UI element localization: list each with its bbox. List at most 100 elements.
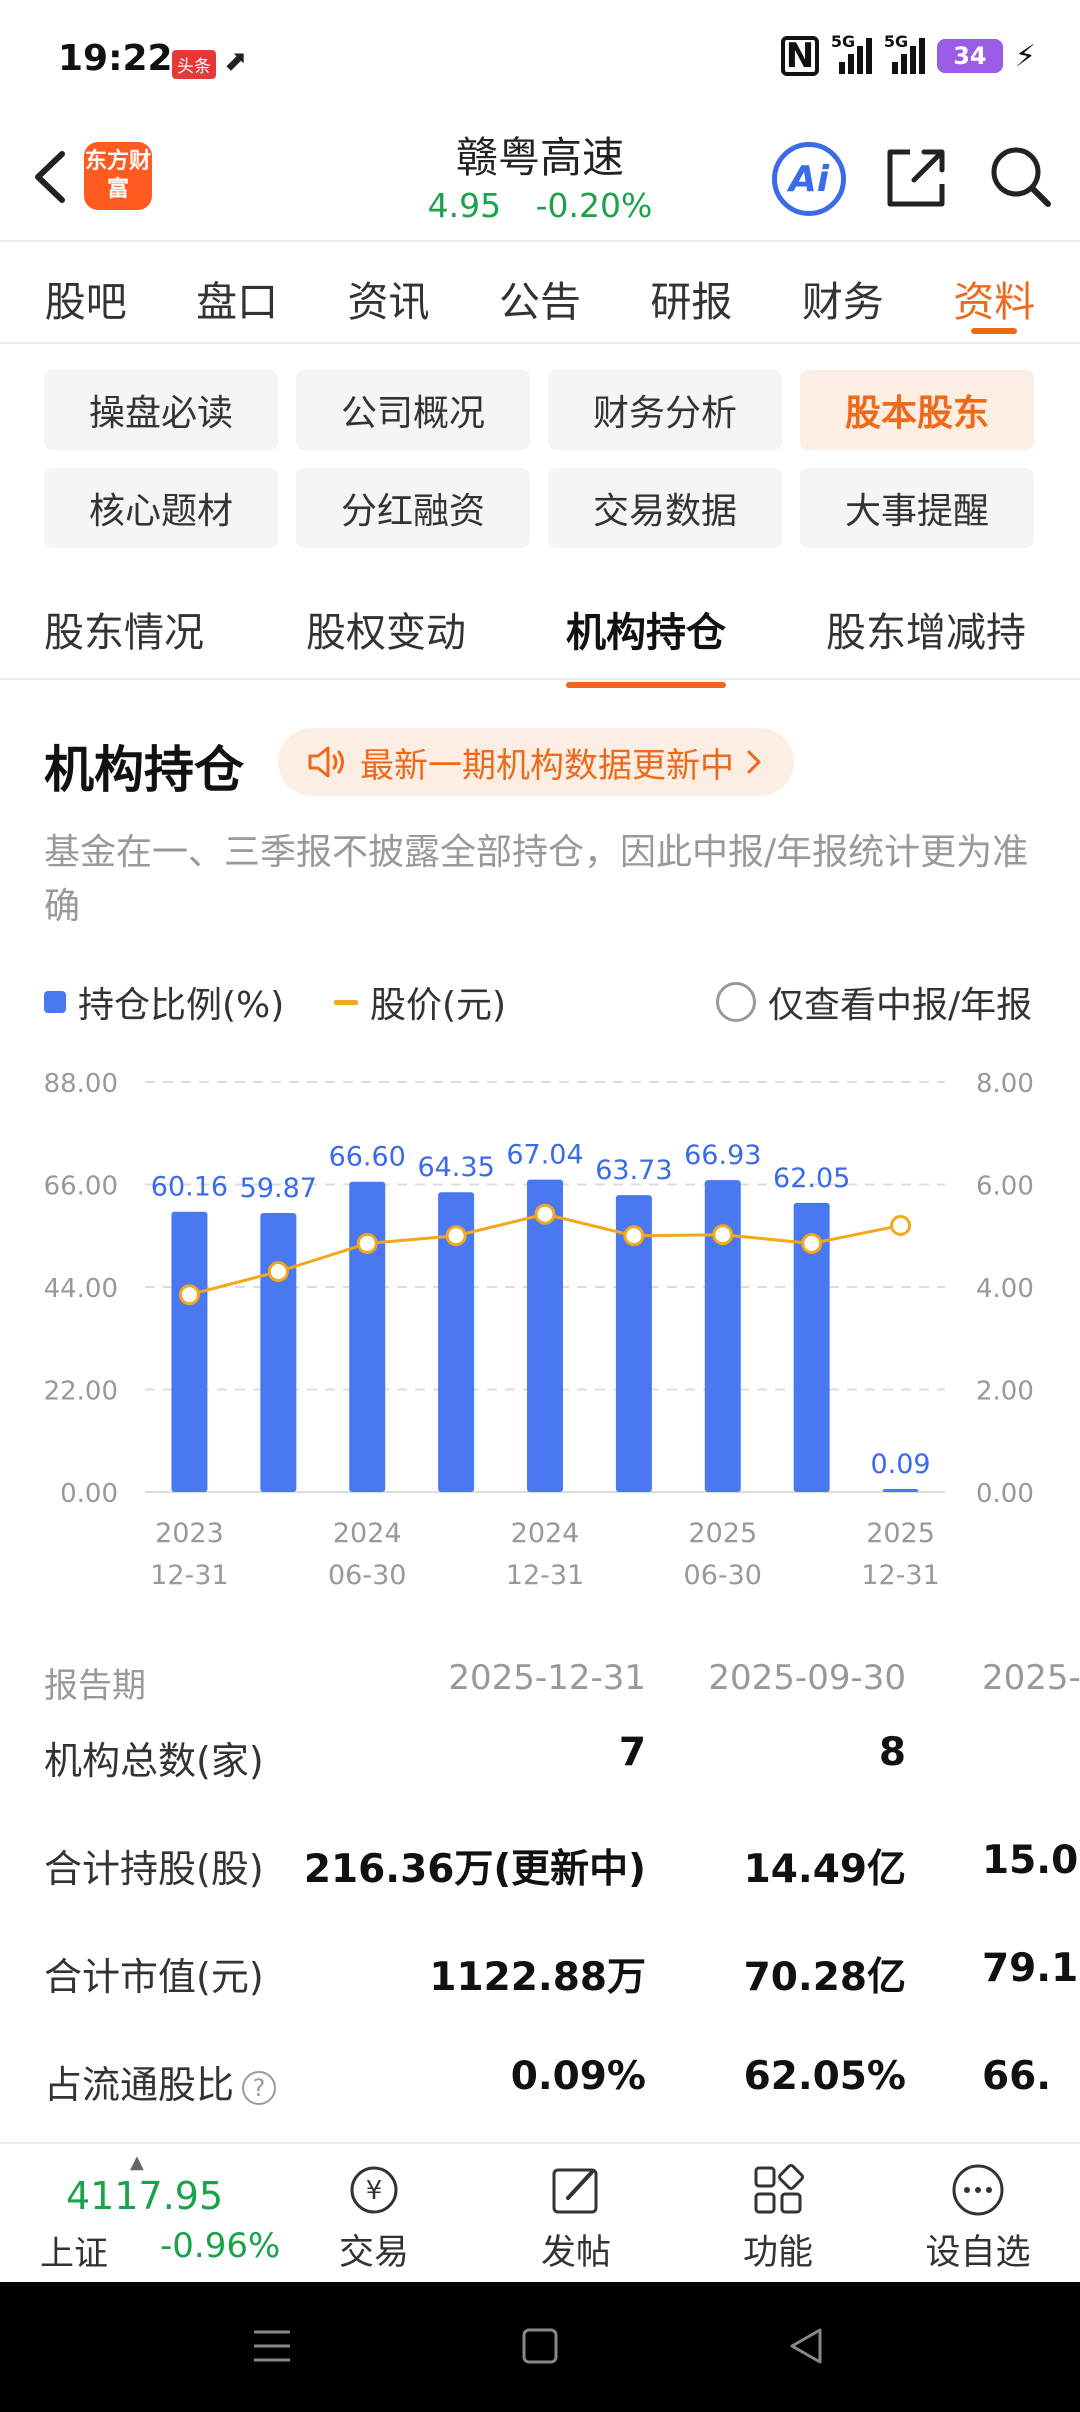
back-nav-icon[interactable]: [784, 2324, 828, 2368]
tab-research[interactable]: 研报: [650, 278, 733, 326]
tab-guba[interactable]: 股吧: [44, 278, 127, 326]
nfc-icon: N: [780, 36, 819, 76]
y-right-tick-label: 2.00: [976, 1377, 1034, 1407]
y-left-tick-label: 44.00: [44, 1274, 118, 1304]
help-icon[interactable]: ?: [242, 2070, 277, 2105]
section-tab-shareholders[interactable]: 股东情况: [44, 610, 204, 656]
toutiao-badge-icon: 头条: [172, 50, 216, 79]
sub-tab-must-read[interactable]: 操盘必读: [44, 370, 278, 450]
section-tab-institutional[interactable]: 机构持仓: [566, 600, 726, 688]
menu-icon[interactable]: [250, 2324, 294, 2368]
grid-icon: [754, 2164, 804, 2214]
row-value: 7: [618, 1730, 646, 1775]
tab-finance[interactable]: 财务: [801, 278, 884, 326]
header-period-2[interactable]: 2025-09-30: [708, 1658, 906, 1698]
bar-2025-03-31: [615, 1195, 652, 1492]
sub-tab-grid: 操盘必读 公司概况 财务分析 股本股东 核心题材 分红融资 交易数据 大事提醒: [44, 370, 1036, 548]
x-tick-label-year: 2025: [866, 1518, 935, 1549]
holding-chart: 0.00 22.00 44.00 66.00 88.00 0.00 2.00 4.00 6.00…: [44, 1069, 1034, 1591]
bar-value-label: 60.16: [151, 1172, 228, 1203]
chart-legend: 持仓比例(%) 股价(元) 仅查看中报/年报: [44, 976, 1036, 1026]
interim-annual-filter[interactable]: 仅查看中报/年报: [716, 976, 1032, 1028]
row-value: 70.28亿: [743, 1955, 906, 2000]
home-icon[interactable]: [518, 2324, 562, 2368]
x-tick-label-date: 12-31: [861, 1560, 939, 1591]
svg-text:¥: ¥: [366, 2176, 383, 2206]
price-point-2024-03-31: [267, 1261, 289, 1283]
tab-news[interactable]: 资讯: [347, 278, 430, 326]
header-period-1[interactable]: 2025-12-31: [448, 1658, 646, 1698]
sub-tab-financial-analysis[interactable]: 财务分析: [548, 370, 782, 450]
x-tick-label-year: 2025: [688, 1518, 757, 1549]
edit-icon: [552, 2168, 598, 2214]
update-notice-text: 最新一期机构数据更新中: [360, 745, 734, 786]
row-label: 占流通股比?: [44, 2054, 277, 2109]
caret-up-icon: ▲: [130, 2152, 144, 2173]
back-icon[interactable]: [22, 142, 82, 212]
y-right-tick-label: 0.00: [976, 1479, 1034, 1509]
legend-line-label: 股价(元): [370, 985, 507, 1026]
row-label: 合计市值(元): [44, 1955, 264, 1999]
bar-value-label: 63.73: [595, 1155, 672, 1186]
row-value: 1122.88万: [429, 1955, 646, 2000]
search-icon[interactable]: [986, 142, 1056, 212]
y-left-tick-label: 22.00: [44, 1377, 118, 1407]
row-value: 14.49亿: [743, 1847, 906, 1892]
post-button[interactable]: 发帖: [496, 2154, 656, 2275]
section-tab-equity-changes[interactable]: 股权变动: [306, 610, 466, 656]
add-watchlist-label: 设自选: [925, 2233, 1031, 2273]
y-left-tick-label: 66.00: [44, 1172, 118, 1202]
battery-icon: 34: [936, 39, 1003, 73]
notification-icon: ⬈: [224, 44, 248, 77]
y-left-tick-label: 88.00: [44, 1069, 118, 1099]
x-tick-label-date: 12-31: [506, 1560, 584, 1591]
update-notice-button[interactable]: 最新一期机构数据更新中: [278, 728, 794, 796]
trade-icon: ¥: [350, 2166, 398, 2214]
sub-tab-dividends[interactable]: 分红融资: [296, 468, 530, 548]
row-value: 0.09%: [510, 2054, 646, 2099]
stock-price: 4.95: [427, 186, 502, 225]
bar-2023-12-31: [171, 1211, 208, 1492]
section-tabs: 股东情况 股权变动 机构持仓 股东增减持: [0, 572, 1080, 688]
sub-tab-shareholders[interactable]: 股本股东: [800, 370, 1034, 450]
section-tab-holder-changes[interactable]: 股东增减持: [826, 610, 1026, 656]
trade-button[interactable]: ¥ 交易: [294, 2154, 454, 2275]
bar-value-label: 66.93: [684, 1140, 761, 1171]
status-time: 19:22: [58, 38, 173, 79]
share-icon[interactable]: [880, 140, 954, 214]
speaker-icon: [308, 746, 344, 778]
legend-holding-ratio: 持仓比例(%): [44, 976, 284, 1028]
tab-profile[interactable]: 资料: [953, 244, 1035, 342]
price-point-2025-09-30: [801, 1232, 823, 1254]
post-label: 发帖: [540, 2233, 611, 2273]
sub-tab-core-themes[interactable]: 核心题材: [44, 468, 278, 548]
x-tick-label-year: 2023: [155, 1518, 224, 1549]
price-point-2024-12-31: [534, 1203, 556, 1225]
row-value: 62.05%: [743, 2054, 906, 2099]
tab-pankou[interactable]: 盘口: [196, 278, 279, 326]
tab-announcements[interactable]: 公告: [498, 278, 581, 326]
line-swatch-icon: [334, 999, 358, 1005]
ai-assistant-button[interactable]: Ai: [772, 142, 846, 216]
header-period-3[interactable]: 2025-0: [982, 1658, 1080, 1698]
stock-name: 赣粤高速: [455, 133, 624, 182]
holding-table: 报告期 2025-12-31 2025-09-30 2025-0 机构总数(家)…: [0, 1640, 1080, 2140]
bar-2025-09-30: [793, 1202, 830, 1492]
system-nav-bar: [0, 2282, 1080, 2412]
bar-swatch-icon: [44, 991, 66, 1013]
functions-button[interactable]: 功能: [698, 2154, 858, 2275]
status-right: N 5G 5G 34 ⚡: [780, 32, 1036, 76]
signal-icon-1: 5G: [831, 32, 872, 74]
bar-value-label: 0.09: [870, 1449, 930, 1480]
sub-tab-company-overview[interactable]: 公司概况: [296, 370, 530, 450]
bar-2024-09-30: [438, 1192, 475, 1492]
sub-tab-events[interactable]: 大事提醒: [800, 468, 1034, 548]
bottom-toolbar: ▲ 4117.95 上证 -0.96% ¥ 交易 发帖 功能 设自选: [0, 2142, 1080, 2282]
legend-stock-price: 股价(元): [334, 976, 506, 1028]
main-tabs: 股吧 盘口 资讯 公告 研报 财务 资料: [0, 244, 1080, 344]
row-value: 79.1: [982, 1946, 1079, 1991]
app-logo: 东方财富: [84, 142, 152, 210]
add-watchlist-button[interactable]: 设自选: [898, 2154, 1058, 2275]
radio-icon[interactable]: [716, 982, 756, 1022]
sub-tab-trading-data[interactable]: 交易数据: [548, 468, 782, 548]
